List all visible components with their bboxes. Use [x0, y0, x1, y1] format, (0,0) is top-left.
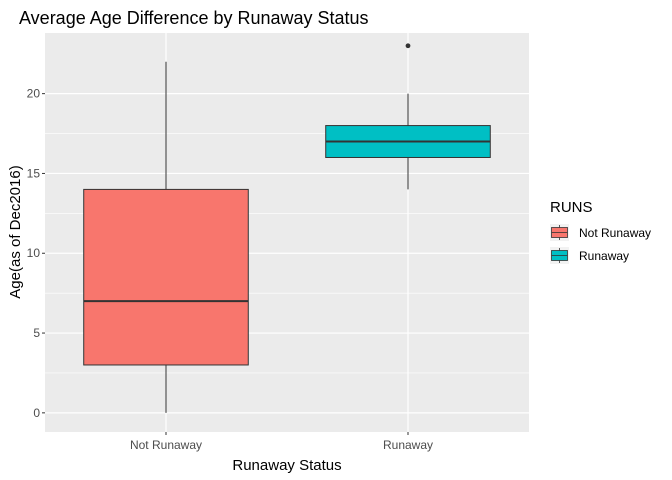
- legend-key: [550, 247, 569, 264]
- box-body: [83, 188, 249, 366]
- legend-title: RUNS: [550, 199, 593, 216]
- x-tick-label: Not Runaway: [130, 438, 202, 452]
- outlier-point: [405, 43, 411, 49]
- x-axis: Not Runaway Runaway: [130, 432, 433, 452]
- y-tick-label: 20: [27, 87, 41, 101]
- y-tick-label: 0: [33, 406, 40, 420]
- x-tick-label: Runaway: [383, 438, 433, 452]
- y-tick-label: 5: [33, 326, 40, 340]
- y-tick-label: 10: [27, 246, 41, 260]
- legend-label: Runaway: [579, 249, 629, 263]
- x-axis-title: Runaway Status: [232, 457, 341, 474]
- legend-label: Not Runaway: [579, 226, 651, 240]
- y-axis: 0 5 10 15 20: [27, 87, 45, 420]
- box-runaway: [325, 43, 491, 190]
- y-tick-label: 15: [27, 166, 41, 180]
- legend: RUNS Not Runaway Runaway: [550, 199, 651, 264]
- chart-title: Average Age Difference by Runaway Status: [19, 8, 369, 28]
- y-axis-title: Age(as of Dec2016): [7, 165, 24, 298]
- box-group: [83, 43, 491, 413]
- box-not-runaway: [83, 61, 249, 413]
- legend-key: [550, 224, 569, 241]
